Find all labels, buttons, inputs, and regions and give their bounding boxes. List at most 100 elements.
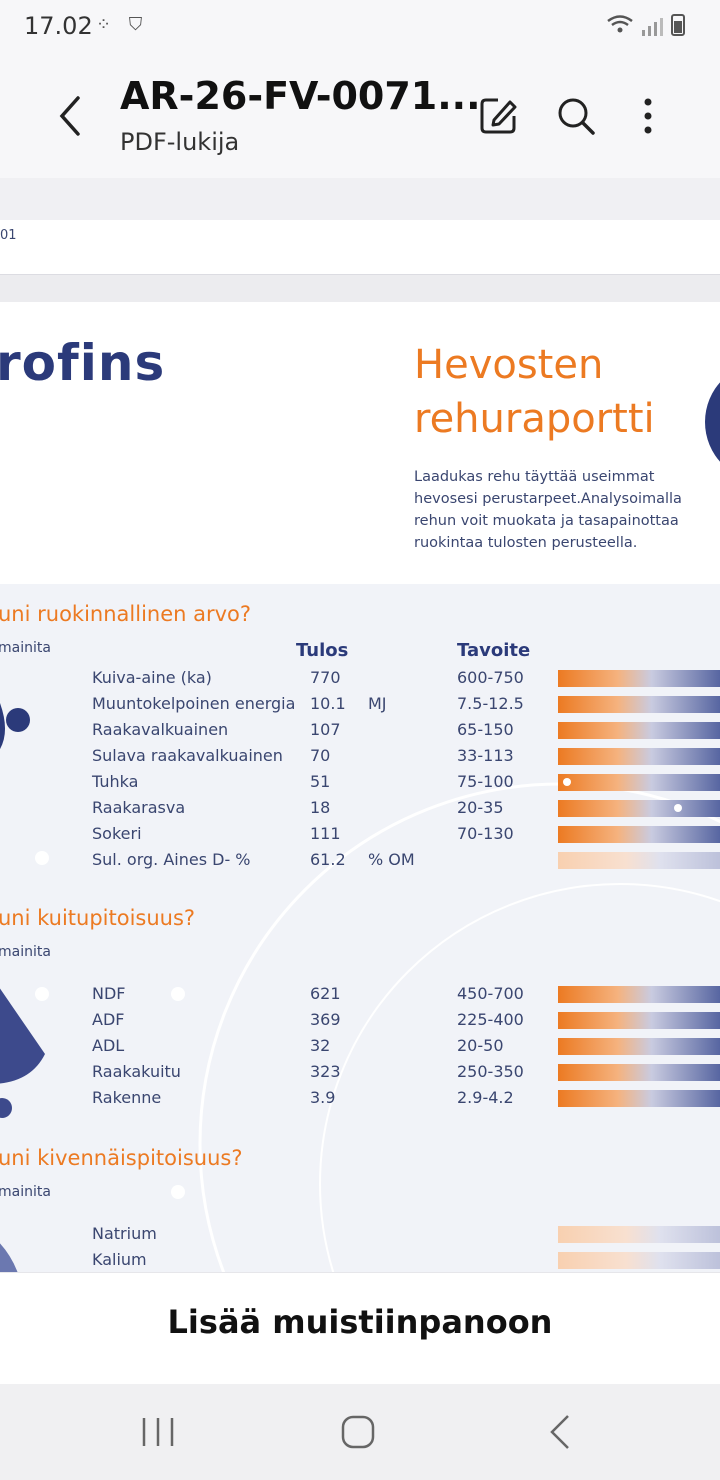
row-label: Raakarasva <box>92 798 186 817</box>
row-value: 111 <box>310 824 341 843</box>
section-title: uni ruokinnallinen arvo? <box>0 602 252 626</box>
search-icon <box>558 98 595 135</box>
range-bar <box>558 1226 720 1243</box>
section-title: uni kuitupitoisuus? <box>0 906 196 930</box>
row-value: 18 <box>310 798 331 817</box>
more-options-button[interactable] <box>626 94 670 138</box>
app-subtitle: PDF-lukija <box>120 128 240 156</box>
row-label: ADL <box>92 1036 125 1055</box>
row-label: Kalium <box>92 1250 147 1269</box>
report-title-line2: rehuraportti <box>414 396 655 442</box>
row-label: Raakavalkuainen <box>92 720 229 739</box>
range-bar <box>558 1252 720 1269</box>
recent-apps-icon <box>142 1418 174 1446</box>
row-value: 770 <box>310 668 341 687</box>
home-button[interactable] <box>338 1412 378 1452</box>
row-label: Rakenne <box>92 1088 162 1107</box>
row-label: ADF <box>92 1010 125 1029</box>
app-bar: AR-26-FV-0071... PDF-lukija <box>0 52 720 179</box>
column-header-target: Tavoite <box>457 640 531 661</box>
back-icon <box>550 1415 569 1449</box>
system-navigation-bar <box>0 1384 720 1480</box>
column-header-result: Tulos <box>296 640 349 661</box>
report-title: Hevosten rehuraportti <box>414 338 655 446</box>
row-value: 61.2 <box>310 850 346 869</box>
home-icon <box>341 1415 375 1449</box>
recent-apps-button[interactable] <box>138 1412 178 1452</box>
row-unit: % OM <box>368 850 415 869</box>
row-target: 65-150 <box>457 720 514 739</box>
row-target: 20-50 <box>457 1036 504 1055</box>
more-vertical-icon <box>644 98 652 134</box>
notification-icons: ⁘ ⛉ <box>96 14 149 35</box>
value-marker <box>673 804 682 812</box>
row-label: Sokeri <box>92 824 142 843</box>
row-target: 600-750 <box>457 668 524 687</box>
row-target: 33-113 <box>457 746 514 765</box>
row-label: Kuiva-aine (ka) <box>92 668 212 687</box>
row-unit: MJ <box>368 694 387 713</box>
range-bar <box>558 1012 720 1029</box>
row-label: Sulava raakavalkuainen <box>92 746 283 765</box>
pdf-viewer[interactable]: 01 rofins Hevosten rehuraportti Laadukas… <box>0 178 720 1272</box>
row-target: 225-400 <box>457 1010 524 1029</box>
row-value: 51 <box>310 772 331 791</box>
row-target: 20-35 <box>457 798 504 817</box>
row-value: 3.9 <box>310 1088 336 1107</box>
row-value: 107 <box>310 720 341 739</box>
row-target: 75-100 <box>457 772 514 791</box>
range-bar <box>558 722 720 739</box>
row-label: Muuntokelpoinen energia <box>92 694 296 713</box>
status-bar: 17.02 ⁘ ⛉ <box>0 0 720 52</box>
range-bar <box>558 800 720 817</box>
search-button[interactable] <box>554 94 598 138</box>
section-subtitle: mainita <box>0 944 51 960</box>
add-note-button[interactable]: Lisää muistiinpanoon <box>167 1303 553 1341</box>
signal-battery-icons <box>606 12 696 43</box>
eurofins-logo: rofins <box>0 334 166 392</box>
row-value: 10.1 <box>310 694 346 713</box>
range-bar <box>558 748 720 765</box>
section-subtitle: mainita <box>0 1184 51 1200</box>
row-target: 250-350 <box>457 1062 524 1081</box>
system-back-button[interactable] <box>542 1412 582 1452</box>
edit-button[interactable] <box>476 94 520 138</box>
section-title: uni kivennäispitoisuus? <box>0 1146 243 1170</box>
row-label: Tuhka <box>92 772 139 791</box>
range-bar <box>558 852 720 869</box>
range-bar <box>558 1038 720 1055</box>
add-note-bar: Lisää muistiinpanoon <box>0 1272 720 1385</box>
edit-icon <box>480 98 517 134</box>
range-bar <box>558 1064 720 1081</box>
row-label: Raakakuitu <box>92 1062 181 1081</box>
section-subtitle: mainita <box>0 640 51 656</box>
range-bar <box>558 774 720 791</box>
row-value: 70 <box>310 746 331 765</box>
decorative-circle <box>705 362 720 482</box>
range-bar <box>558 1090 720 1107</box>
row-target: 450-700 <box>457 984 524 1003</box>
document-title: AR-26-FV-0071... <box>120 74 481 118</box>
report-description: Laadukas rehu täyttää useimmat hevosesi … <box>414 469 682 551</box>
row-label: Sul. org. Aines D- % <box>92 850 251 869</box>
pdf-page-2: rofins Hevosten rehuraportti Laadukas re… <box>0 302 720 1272</box>
range-bar <box>558 826 720 843</box>
back-button[interactable] <box>52 92 92 140</box>
row-value: 621 <box>310 984 341 1003</box>
range-bar <box>558 670 720 687</box>
range-bar <box>558 986 720 1003</box>
row-label: Natrium <box>92 1224 157 1243</box>
pdf-page-1: 01 <box>0 220 720 275</box>
row-value: 323 <box>310 1062 341 1081</box>
page1-reference: 01 <box>0 228 17 243</box>
status-time: 17.02 <box>24 12 93 40</box>
chevron-left-icon <box>59 96 80 136</box>
row-value: 369 <box>310 1010 341 1029</box>
range-bar <box>558 696 720 713</box>
row-target: 70-130 <box>457 824 514 843</box>
report-title-line1: Hevosten <box>414 342 604 388</box>
row-value: 32 <box>310 1036 331 1055</box>
row-target: 2.9-4.2 <box>457 1088 514 1107</box>
row-target: 7.5-12.5 <box>457 694 524 713</box>
page1-background <box>0 178 720 220</box>
